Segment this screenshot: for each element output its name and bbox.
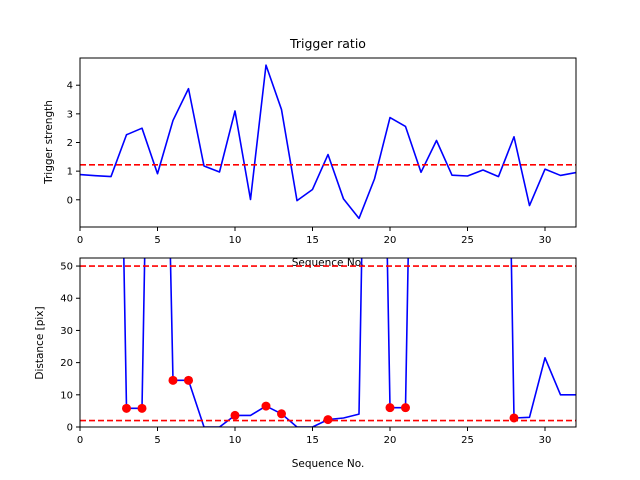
x-tick-label: 5: [154, 235, 160, 246]
plot-content: [80, 258, 576, 427]
x-tick-label: 30: [539, 235, 552, 246]
y-tick-label: 20: [60, 358, 73, 369]
y-tick-label: 10: [60, 390, 73, 401]
y-tick-label: 1: [67, 167, 73, 178]
y-tick-label: 0: [67, 423, 73, 434]
series-line: [123, 258, 576, 427]
data-point-marker: [509, 413, 519, 423]
axes-frame: [79, 257, 577, 428]
data-point-marker: [261, 401, 271, 411]
plot-content: [80, 64, 576, 220]
data-point-marker: [230, 410, 240, 420]
data-point-marker: [168, 375, 178, 385]
y-tick-labels: 0 1 2 3 4: [67, 81, 73, 207]
x-tick-label: 25: [461, 235, 474, 246]
x-axis-label: Sequence No.: [292, 458, 365, 470]
y-tick-label: 40: [60, 294, 73, 305]
series-line: [80, 64, 576, 220]
chart-title: Trigger ratio: [289, 36, 366, 51]
x-tick-label: 20: [384, 235, 397, 246]
y-tick-label: 2: [67, 138, 73, 149]
x-tick-label: 5: [154, 435, 160, 446]
y-tick-label: 30: [60, 326, 73, 337]
distance-plot-area: [76, 257, 577, 431]
x-tick-label: 15: [306, 435, 319, 446]
data-point-marker: [137, 403, 147, 413]
x-axis-label: Sequence No.: [292, 257, 365, 269]
x-tick-labels: 0 5 10 15 20 25 30: [77, 235, 552, 246]
y-axis-label: Trigger strength: [43, 100, 55, 185]
x-tick-label: 10: [229, 435, 242, 446]
x-tick-label: 25: [461, 435, 474, 446]
y-tick-label: 0: [67, 195, 73, 206]
x-tick-label: 0: [77, 235, 83, 246]
data-point-marker: [122, 403, 131, 413]
distance-panel: 0 5 10 15 20 25 30 0 10 20 30 40 50 Sequence No. Di…: [34, 257, 577, 470]
x-tick-label: 15: [306, 235, 319, 246]
x-tick-label: 30: [539, 435, 552, 446]
data-point-marker: [184, 375, 193, 385]
trigger-ratio-plot-area: [76, 57, 577, 231]
y-axis-label: Distance [pix]: [34, 306, 46, 379]
data-point-marker: [277, 409, 286, 419]
x-tick-label: 0: [77, 435, 83, 446]
y-tick-labels: 0 10 20 30 40 50: [60, 262, 73, 434]
y-tick-label: 3: [67, 109, 73, 120]
x-tick-labels: 0 5 10 15 20 25 30: [77, 435, 552, 446]
data-point-marker: [385, 403, 395, 413]
x-tick-label: 20: [384, 435, 397, 446]
y-tick-label: 4: [67, 81, 73, 92]
x-tick-label: 10: [229, 235, 242, 246]
data-point-marker: [323, 415, 333, 425]
data-point-marker: [401, 403, 410, 413]
y-tick-label: 50: [60, 262, 73, 273]
trigger-ratio-panel: Trigger ratio 0 5 10 15 20 25 30 0 1 2 3 4 Sequenc…: [43, 36, 577, 269]
